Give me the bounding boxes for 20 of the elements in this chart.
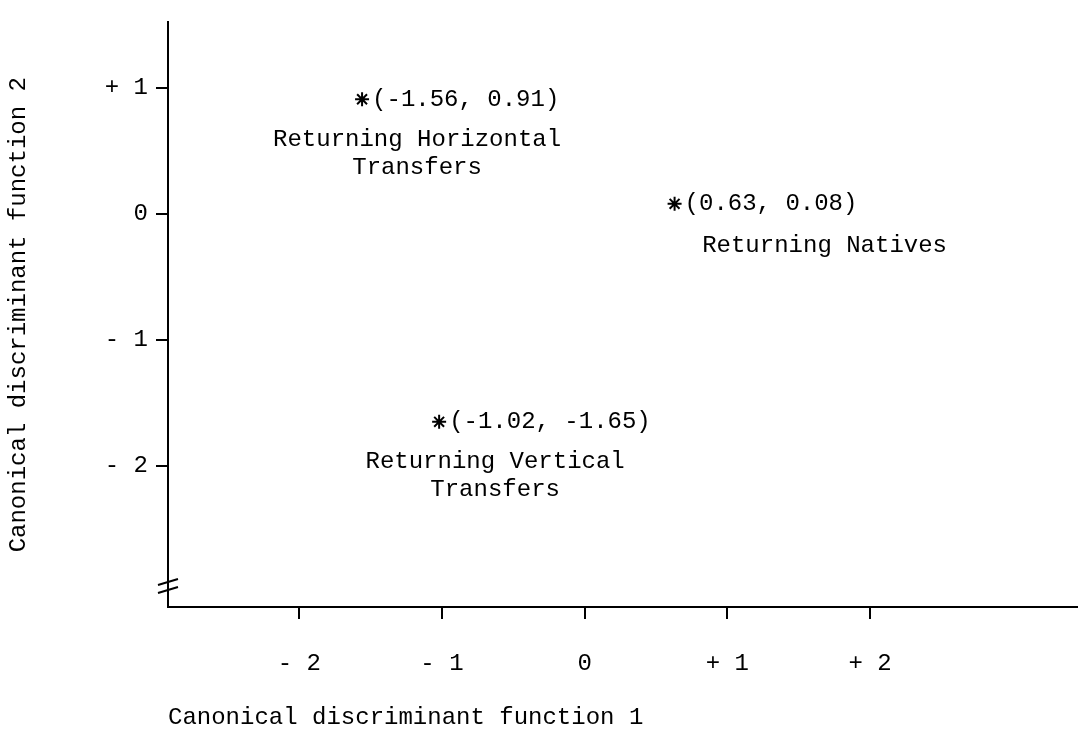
series-label: Returning Natives [702, 232, 948, 260]
x-tick-label: + 2 [848, 649, 892, 677]
y-tick-label: - 2 [104, 452, 148, 480]
point [431, 413, 448, 430]
x-tick-label: 0 [577, 649, 592, 677]
data-label: (-1.02, -1.65) [449, 408, 651, 436]
y-tick-label: + 1 [104, 74, 148, 102]
x-tick-label: + 1 [705, 649, 749, 677]
y-tick-label: 0 [133, 200, 148, 228]
point [666, 195, 683, 212]
data-label: (0.63, 0.08) [684, 190, 858, 218]
x-tick-label: - 2 [277, 649, 321, 677]
data-label: (-1.56, 0.91) [372, 85, 560, 113]
text: Returning Vertical Transfers [365, 448, 625, 504]
x-tick-label: - 1 [420, 649, 464, 677]
y-tick-label: - 1 [104, 326, 148, 354]
y-axis-title: Canonical discriminant function 2 [4, 77, 32, 553]
x-axis-title: Canonical discriminant function 1 [168, 703, 644, 731]
text: Returning Horizontal Transfers [273, 125, 562, 181]
point [354, 91, 371, 108]
